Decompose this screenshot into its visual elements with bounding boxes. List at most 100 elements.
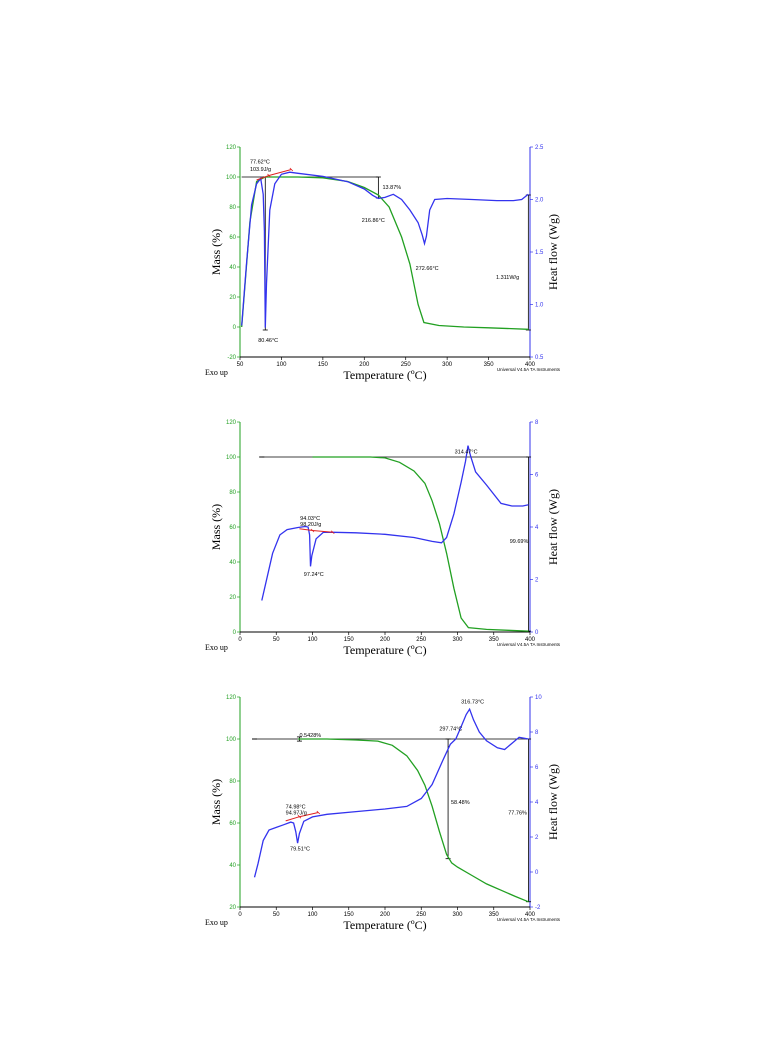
x-tick-label: 300: [442, 362, 453, 368]
annotation-label: 1.311W/g: [496, 275, 519, 281]
y-tick-label: 100: [226, 455, 237, 461]
heat-flow-line: [241, 171, 529, 328]
x-tick-label: 50: [273, 637, 280, 643]
y-tick-label: 100: [226, 737, 237, 743]
y2-tick-label: 0.5: [535, 355, 544, 361]
y-tick-label: 120: [226, 695, 237, 701]
instrument-credit: Universal V4.5A TA Instruments: [497, 917, 561, 922]
y2-tick-label: 4: [535, 800, 539, 806]
x-tick-label: 150: [318, 362, 329, 368]
annotation-label: 58.48%: [451, 800, 470, 806]
annotation-label: 74.98°C: [286, 804, 306, 810]
chart-1: 50 100 150 200 250 300 350 400 -20 0 20 40 60 80 100 12…: [0, 130, 768, 400]
y-tick-label: 40: [229, 560, 236, 566]
tangent-marker: [316, 810, 321, 815]
annotation-label: 314.47°C: [455, 450, 478, 456]
y-tick-label: 20: [229, 905, 236, 911]
x-tick-label: 0: [238, 912, 242, 918]
x-tick-label: 200: [359, 362, 370, 368]
exo-up-label: Exo up: [205, 643, 228, 652]
tangent-segment: [268, 169, 292, 176]
tga-dsc-chart-1: 50 100 150 200 250 300 350 400 -20 0 20 40 60 80 100 12…: [205, 145, 561, 382]
y-tick-label: -20: [227, 355, 236, 361]
tangent-segment: [312, 530, 333, 533]
annotation-label: 99.69%: [510, 539, 529, 545]
mass-line: [298, 738, 529, 903]
y2-tick-label: 2: [535, 578, 539, 584]
tangent-marker: [289, 167, 294, 172]
y-tick-label: 120: [226, 420, 237, 426]
y2-tick-label: -2: [535, 905, 541, 911]
x-tick-label: 150: [344, 637, 355, 643]
annotation-label: 77.76%: [508, 811, 527, 817]
y2-tick-label: 8: [535, 420, 539, 426]
y-tick-label: 20: [229, 595, 236, 601]
y2-tick-label: 8: [535, 730, 539, 736]
y-tick-label: 40: [229, 863, 236, 869]
x-tick-label: 200: [380, 912, 391, 918]
x-tick-label: 300: [452, 637, 463, 643]
x-tick-label: 350: [489, 637, 500, 643]
annotation-label: 94.03°C: [300, 516, 320, 522]
x-tick-label: 100: [307, 912, 318, 918]
y2-tick-label: 2: [535, 835, 539, 841]
tangent-segment: [299, 812, 319, 818]
y2-tick-label: 6: [535, 765, 539, 771]
annotation-label: 94.97J/g: [286, 811, 307, 817]
tangent-marker: [297, 814, 302, 819]
y-tick-label: 40: [229, 265, 236, 271]
mass-line: [312, 456, 529, 632]
y2-axis-title: Heat flow (Wg): [546, 764, 560, 840]
x-tick-label: 250: [416, 912, 427, 918]
y-axis-title: Mass (%): [209, 229, 223, 275]
x-tick-label: 300: [452, 912, 463, 918]
tga-dsc-chart-2: 0 50 100 150 200 250 300 350 4000204060801001200…: [205, 420, 561, 657]
instrument-credit: Universal V4.5A TA Instruments: [497, 367, 561, 372]
heat-flow-line: [253, 707, 529, 878]
y-tick-label: 0: [233, 630, 237, 636]
heat-flow-line: [261, 445, 529, 601]
annotation-label: 316.73°C: [461, 699, 484, 705]
x-axis-title: Temperature (ºC): [343, 643, 426, 657]
annotation-label: 103.9J/g: [250, 167, 271, 173]
x-tick-label: 200: [380, 637, 391, 643]
exo-up-label: Exo up: [205, 368, 228, 377]
y2-tick-label: 10: [535, 695, 542, 701]
x-tick-label: 250: [416, 637, 427, 643]
y-tick-label: 0: [233, 325, 237, 331]
y-tick-label: 60: [229, 235, 236, 241]
x-tick-label: 50: [237, 362, 244, 368]
x-tick-label: 100: [276, 362, 287, 368]
annotation-label: 297.74°C: [439, 727, 462, 733]
x-tick-label: 350: [484, 362, 495, 368]
x-tick-label: 0: [238, 637, 242, 643]
y2-tick-label: 0: [535, 870, 539, 876]
x-tick-label: 350: [489, 912, 500, 918]
annotation-label: 98.20J/g: [300, 522, 321, 528]
y-tick-label: 60: [229, 821, 236, 827]
annotation-label: 97.24°C: [304, 572, 324, 578]
y-tick-label: 60: [229, 525, 236, 531]
tangent-segment: [256, 175, 270, 181]
annotation-label: 80.46°C: [258, 338, 278, 344]
y2-tick-label: 2.0: [535, 198, 544, 204]
tga-dsc-chart-3: 0 50 100 150 200 250 300 350 40020406080100120-2…: [205, 695, 561, 932]
y-axis-title: Mass (%): [209, 779, 223, 825]
y2-tick-label: 1.0: [535, 303, 544, 309]
x-tick-label: 400: [525, 912, 536, 918]
x-axis-title: Temperature (ºC): [343, 918, 426, 932]
annotation-label: 272.66°C: [416, 266, 439, 272]
y2-tick-label: 0: [535, 630, 539, 636]
y2-tick-label: 2.5: [535, 145, 544, 151]
x-axis-title: Temperature (ºC): [343, 368, 426, 382]
chart-2: 0 50 100 150 200 250 300 350 400 0 20 40 60 80 100 120 0…: [0, 405, 768, 675]
annotation-label: 77.62°C: [250, 160, 270, 166]
y2-tick-label: 6: [535, 473, 539, 479]
y-tick-label: 80: [229, 779, 236, 785]
x-tick-label: 100: [307, 637, 318, 643]
annotation-label: 79.51°C: [290, 846, 310, 852]
chart-3: 0 50 100 150 200 250 300 350 400 20 40 60 80 100 120 -2…: [0, 680, 768, 950]
tangent-segment: [285, 816, 300, 822]
y-tick-label: 100: [226, 175, 237, 181]
x-tick-label: 50: [273, 912, 280, 918]
